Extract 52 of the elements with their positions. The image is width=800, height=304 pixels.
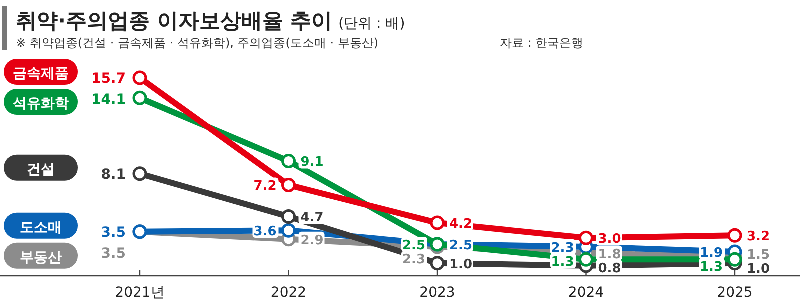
data-label: 1.0 xyxy=(450,257,473,272)
point xyxy=(132,90,148,106)
point xyxy=(430,256,445,271)
chart-subtitle: ※ 취약업종(건설 · 금속제품 · 석유화학), 주의업종(도소매 · 부동산) xyxy=(16,36,379,50)
text: 도소매 xyxy=(20,220,62,236)
text: 자료 : 한국은행 xyxy=(500,36,584,50)
data-label: 2.5 xyxy=(450,238,473,254)
data-label: 4.7 xyxy=(300,210,324,226)
data-label: 3.2 xyxy=(747,230,770,245)
data-label: 8.1 xyxy=(101,166,126,183)
data-label: 1.9 xyxy=(700,246,723,262)
text: 금속제품 xyxy=(13,66,69,82)
data-label: 2.5 xyxy=(402,238,426,254)
data-label: 2.3 xyxy=(551,240,574,256)
data-label: 4.2 xyxy=(450,217,473,232)
x-tick-label: 2023 xyxy=(420,285,456,301)
data-label: 1.3 xyxy=(551,254,574,270)
text: 건설 xyxy=(27,162,55,178)
data-label: 1.5 xyxy=(747,248,770,263)
point xyxy=(728,252,742,267)
data-label: 3.5 xyxy=(101,224,126,241)
x-tick-label: 2025 xyxy=(717,285,753,301)
data-label: 3.0 xyxy=(598,232,622,248)
point xyxy=(132,70,148,86)
data-label: 2.9 xyxy=(300,233,324,248)
data-label: 0.8 xyxy=(598,261,622,276)
x-tick-label: 2022 xyxy=(270,285,307,301)
chart-title: 취약·주의업종 이자보상배율 추이 xyxy=(16,9,333,33)
data-label: 3.6 xyxy=(254,224,277,240)
data-label: 1.0 xyxy=(747,262,770,277)
x-tick-label: 2021년 xyxy=(115,285,165,301)
data-label: 15.7 xyxy=(91,71,126,87)
data-label: 1.8 xyxy=(598,247,622,262)
x-tick-label: 2024 xyxy=(568,285,604,301)
data-label: 2.3 xyxy=(402,252,426,268)
data-label: 9.1 xyxy=(300,155,324,170)
point xyxy=(282,209,296,224)
text: (단위 : 배) xyxy=(338,16,406,32)
text: 석유화학 xyxy=(13,96,69,112)
point xyxy=(579,252,594,267)
point xyxy=(282,223,296,238)
data-label: 1.3 xyxy=(700,260,723,276)
data-label: 3.5 xyxy=(101,246,126,262)
point xyxy=(282,178,296,192)
point xyxy=(132,166,148,182)
text: 부동산 xyxy=(20,250,62,266)
data-label: 14.1 xyxy=(91,92,126,108)
point xyxy=(430,216,445,230)
point xyxy=(579,230,594,246)
data-label: 7.2 xyxy=(254,179,277,194)
point xyxy=(728,228,742,243)
point xyxy=(282,154,296,168)
